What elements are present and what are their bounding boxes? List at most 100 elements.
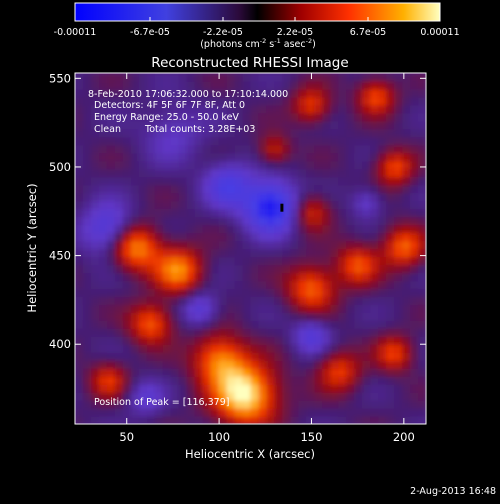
heatmap-cell <box>314 312 323 321</box>
heatmap-cell <box>362 368 371 377</box>
heatmap-cell <box>322 400 331 409</box>
heatmap-cell <box>258 352 268 361</box>
heatmap-cell <box>314 288 323 297</box>
heatmap-cell <box>354 280 363 289</box>
heatmap-cell <box>210 264 220 274</box>
heatmap-cell <box>75 216 84 226</box>
heatmap-cell <box>242 360 252 369</box>
heatmap-cell <box>90 376 100 385</box>
heatmap-cell <box>378 128 387 138</box>
heatmap-cell <box>242 328 252 337</box>
heatmap-cell <box>386 288 395 297</box>
heatmap-cell <box>370 360 379 369</box>
heatmap-cell <box>218 408 228 417</box>
heatmap-cell <box>402 208 411 218</box>
heatmap-cell <box>234 264 244 274</box>
heatmap-cell <box>290 272 299 282</box>
heatmap-cell <box>178 168 188 178</box>
heatmap-cell <box>394 176 403 186</box>
heatmap-cell <box>298 376 307 385</box>
heatmap-cell <box>242 384 252 393</box>
heatmap-cell <box>234 176 244 186</box>
heatmap-cell <box>226 224 236 234</box>
heatmap-cell <box>130 120 140 130</box>
heatmap-cell <box>274 296 284 305</box>
heatmap-cell <box>242 168 252 178</box>
heatmap-cell <box>242 264 252 274</box>
heatmap-cell <box>394 296 403 305</box>
heatmap-cell <box>370 232 379 242</box>
heatmap-cell <box>306 304 315 313</box>
heatmap-cell <box>370 128 379 138</box>
heatmap-cell <box>146 304 156 313</box>
heatmap-cell <box>306 400 315 409</box>
heatmap-cell <box>82 288 92 297</box>
heatmap-cell <box>178 208 188 218</box>
heatmap-cell <box>290 264 299 274</box>
heatmap-cell <box>250 152 260 162</box>
heatmap-cell <box>114 120 124 130</box>
heatmap-cell <box>402 152 411 162</box>
heatmap-cell <box>322 232 331 242</box>
heatmap-cell <box>138 256 148 266</box>
heatmap-cell <box>330 152 339 162</box>
heatmap-cell <box>106 128 116 138</box>
colorbar <box>74 2 441 22</box>
heatmap-cell <box>314 248 323 258</box>
heatmap-cell <box>250 88 260 98</box>
heatmap-cell <box>178 264 188 274</box>
heatmap-cell <box>386 232 395 242</box>
heatmap-cell <box>178 320 188 329</box>
heatmap-cell <box>386 80 395 90</box>
heatmap-cell <box>282 96 291 106</box>
heatmap-cell <box>266 408 276 417</box>
heatmap-cell <box>106 376 116 385</box>
heatmap-cell <box>162 400 172 409</box>
heatmap-cell <box>290 328 299 337</box>
heatmap-cell <box>210 88 220 98</box>
heatmap-cell <box>282 416 291 424</box>
heatmap-cell <box>90 128 100 138</box>
heatmap-cell <box>338 256 347 266</box>
heatmap-cell <box>194 168 204 178</box>
heatmap-cell <box>362 144 371 154</box>
heatmap-cell <box>122 352 132 361</box>
heatmap-cell <box>290 224 299 234</box>
heatmap-cell <box>90 240 100 250</box>
heatmap-cell <box>346 192 355 202</box>
heatmap-cell <box>194 112 204 122</box>
heatmap-cell <box>234 368 244 377</box>
heatmap-cell <box>306 73 315 82</box>
heatmap-cell <box>410 248 419 258</box>
heatmap-cell <box>90 216 100 226</box>
heatmap-cell <box>75 296 84 305</box>
heatmap-cell <box>306 376 315 385</box>
heatmap-cell <box>322 128 331 138</box>
heatmap-cell <box>250 200 260 210</box>
heatmap-cell <box>266 264 276 274</box>
heatmap-cell <box>418 240 426 250</box>
heatmap-cell <box>258 256 268 266</box>
heatmap-cell <box>114 256 124 266</box>
heatmap-cell <box>410 344 419 353</box>
heatmap-cell <box>154 73 164 82</box>
heatmap-cell <box>362 272 371 282</box>
heatmap-cell <box>98 408 108 417</box>
heatmap-cell <box>242 280 252 289</box>
heatmap-cell <box>282 256 291 266</box>
heatmap-cell <box>274 320 284 329</box>
heatmap-cell <box>314 224 323 234</box>
heatmap-cell <box>290 176 299 186</box>
heatmap-cell <box>338 208 347 218</box>
heatmap-cell <box>138 392 148 401</box>
heatmap-cell <box>162 80 172 90</box>
heatmap-cell <box>122 336 132 345</box>
heatmap-cell <box>178 184 188 194</box>
heatmap-cell <box>186 160 196 170</box>
heatmap-cell <box>90 208 100 218</box>
heatmap-cell <box>346 104 355 114</box>
heatmap-cell <box>386 73 395 82</box>
heatmap-cell <box>378 296 387 305</box>
heatmap-cell <box>146 208 156 218</box>
